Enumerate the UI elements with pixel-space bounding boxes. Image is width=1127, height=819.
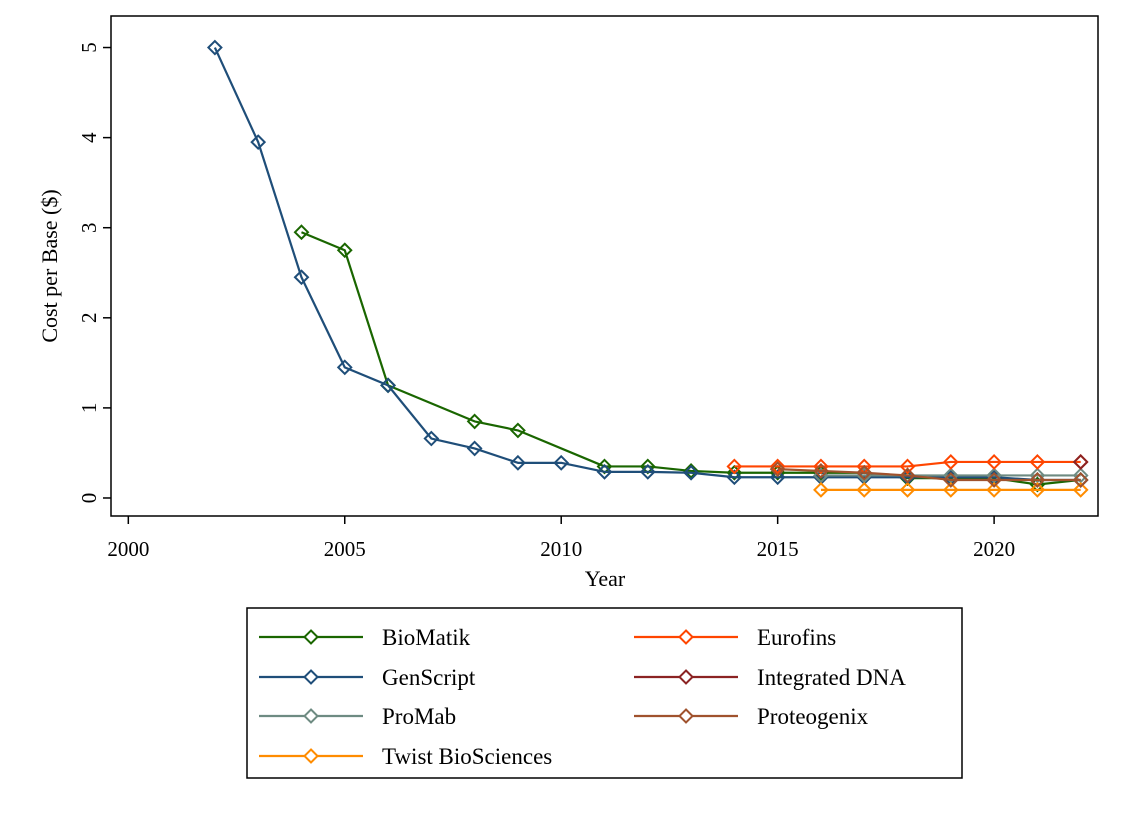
data-point-eurofins — [813, 458, 829, 475]
y-tick-label: 1 — [77, 403, 101, 414]
data-point-genscript — [769, 469, 786, 486]
data-point-integrated-dna — [1072, 454, 1089, 470]
data-point-genscript — [423, 430, 440, 447]
data-point-biomatik — [510, 422, 526, 439]
data-point-twist-biosciences — [942, 481, 959, 498]
y-tick-label: 5 — [77, 42, 101, 53]
legend-marker — [303, 708, 319, 724]
data-point-eurofins — [1029, 454, 1046, 470]
data-point-proteogenix — [942, 472, 959, 488]
legend-label: Proteogenix — [757, 704, 869, 729]
y-axis-title: Cost per Base ($) — [37, 189, 62, 342]
data-point-proteogenix — [856, 464, 873, 481]
legend-item-proteogenix: Proteogenix — [634, 704, 869, 729]
data-point-twist-biosciences — [986, 481, 1003, 498]
legend-marker — [303, 669, 319, 685]
data-point-promab — [942, 467, 959, 484]
x-tick-label: 2000 — [107, 537, 149, 561]
data-point-genscript — [510, 454, 526, 471]
legend-label: Twist BioSciences — [382, 744, 552, 769]
data-point-promab — [986, 467, 1003, 484]
data-point-proteogenix — [1072, 472, 1089, 488]
legend-marker — [678, 708, 694, 724]
series-line-eurofins — [734, 460, 1081, 468]
data-point-proteogenix — [1029, 472, 1046, 488]
data-point-biomatik — [293, 224, 310, 241]
legend: BioMatik GenScript ProMab Twist BioSciences… — [246, 607, 963, 779]
x-tick-label: 2015 — [757, 537, 799, 561]
series-twist-biosciences — [813, 481, 1089, 498]
legend-marker — [678, 629, 694, 645]
legend-item-promab: ProMab — [259, 704, 456, 729]
data-point-genscript — [250, 134, 267, 151]
data-point-eurofins — [986, 454, 1003, 470]
y-tick-label: 2 — [77, 313, 101, 324]
legend-label: GenScript — [382, 665, 476, 690]
data-point-eurofins — [769, 458, 786, 475]
x-tick-label: 2005 — [324, 537, 366, 561]
data-point-biomatik — [726, 464, 743, 481]
data-point-genscript — [336, 359, 353, 376]
data-point-genscript — [380, 377, 396, 394]
legend-label: Integrated DNA — [757, 665, 906, 690]
y-tick-label: 4 — [77, 132, 101, 143]
legend-marker — [678, 669, 694, 685]
legend-item-genscript: GenScript — [259, 665, 476, 690]
data-point-genscript — [293, 269, 310, 286]
y-tick-label: 3 — [77, 222, 101, 233]
series-biomatik — [293, 224, 1089, 493]
y-tick-label: 0 — [77, 493, 101, 504]
data-point-eurofins — [726, 458, 743, 475]
legend-label: BioMatik — [382, 625, 471, 650]
data-point-twist-biosciences — [1029, 481, 1046, 498]
data-point-genscript — [553, 454, 570, 471]
legend-item-integrated-dna: Integrated DNA — [634, 665, 906, 690]
data-point-genscript — [726, 469, 743, 486]
data-point-biomatik — [683, 463, 699, 479]
data-point-proteogenix — [899, 467, 916, 484]
data-point-genscript — [683, 464, 699, 481]
data-point-proteogenix — [986, 472, 1003, 488]
series-proteogenix — [769, 461, 1089, 488]
series-line-biomatik — [301, 231, 1081, 486]
series-integrated-dna — [1072, 454, 1089, 470]
x-axis-title: Year — [585, 566, 626, 591]
data-point-twist-biosciences — [856, 481, 873, 498]
legend-marker — [303, 629, 319, 645]
data-point-promab — [1029, 467, 1046, 484]
data-point-promab — [1072, 467, 1089, 484]
data-point-twist-biosciences — [899, 481, 916, 498]
legend-item-twist-biosciences: Twist BioSciences — [259, 744, 552, 769]
data-point-twist-biosciences — [1072, 481, 1089, 498]
data-point-proteogenix — [813, 463, 829, 479]
x-tick-label: 2020 — [973, 537, 1015, 561]
legend-label: ProMab — [382, 704, 456, 729]
data-point-proteogenix — [769, 461, 786, 478]
legend-item-biomatik: BioMatik — [259, 625, 471, 650]
data-point-biomatik — [466, 413, 483, 430]
legend-label: Eurofins — [757, 625, 836, 650]
data-point-genscript — [206, 39, 223, 56]
data-point-eurofins — [899, 458, 916, 475]
data-point-genscript — [639, 463, 656, 480]
series-line-genscript — [213, 47, 1081, 482]
data-point-eurofins — [942, 454, 959, 470]
legend-frame — [246, 607, 963, 779]
legend-marker — [303, 748, 319, 764]
plot-frame — [110, 15, 1099, 517]
data-point-biomatik — [336, 242, 353, 259]
data-point-genscript — [466, 440, 483, 457]
legend-item-eurofins: Eurofins — [634, 625, 836, 650]
data-point-genscript — [596, 463, 613, 480]
data-point-twist-biosciences — [813, 481, 829, 498]
series-genscript — [206, 39, 1089, 488]
x-tick-label: 2010 — [540, 537, 582, 561]
